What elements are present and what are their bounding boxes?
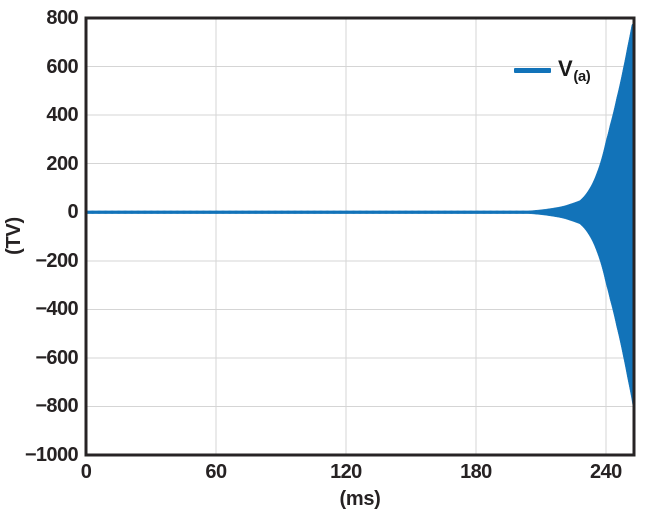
x-tick-label: 60 [205, 461, 227, 483]
legend-series-label-main: V [558, 55, 573, 81]
y-tick-label: 400 [46, 104, 78, 127]
y-tick-label: 200 [46, 152, 78, 175]
x-tick-label: 0 [80, 461, 92, 483]
x-tick-label: 240 [590, 461, 622, 483]
legend-line-swatch [514, 68, 551, 73]
y-tick-label: −1000 [24, 444, 79, 466]
legend-series-label-sub: (a) [573, 67, 591, 85]
x-axis-title: (ms) [339, 488, 381, 510]
legend-series-label: V(a) [558, 55, 591, 85]
y-tick-label: 600 [46, 55, 78, 78]
y-tick-label: −800 [35, 395, 78, 418]
y-tick-label: 0 [67, 201, 78, 224]
x-tick-label: 180 [460, 461, 492, 483]
y-tick-label: 800 [46, 7, 78, 29]
y-tick-label: −200 [35, 249, 78, 272]
legend: V(a) [514, 55, 591, 85]
x-tick-label: 120 [330, 461, 362, 483]
y-tick-label: −600 [35, 346, 78, 369]
y-tick-label: −400 [35, 298, 78, 321]
